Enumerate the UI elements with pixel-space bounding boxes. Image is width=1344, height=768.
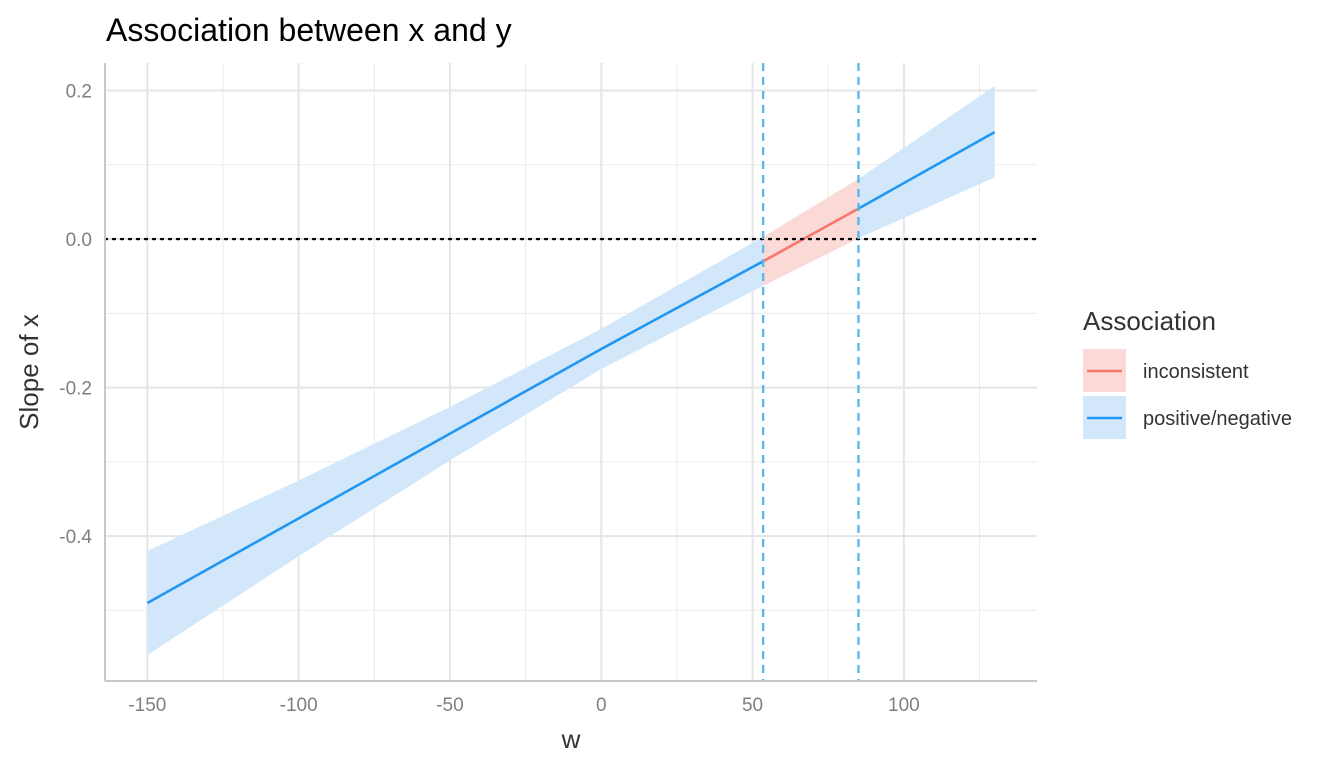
slope-line [857, 130, 996, 210]
reference-lines [103, 63, 1039, 681]
legend-label: positive/negative [1143, 408, 1292, 430]
slope-line [146, 260, 764, 605]
confidence-band [858, 86, 995, 239]
confidence-band [147, 236, 764, 656]
y-tick-label: 0.0 [66, 230, 92, 251]
confidence-band [763, 178, 859, 286]
slope-line [762, 207, 860, 263]
x-tick-label: 100 [888, 695, 920, 716]
legend-title: Association [1083, 306, 1216, 336]
confidence-bands [147, 86, 995, 656]
x-axis-title: w [561, 724, 581, 754]
y-tick-label: -0.4 [59, 527, 92, 548]
y-tick-label: -0.2 [59, 379, 92, 400]
x-tick-label: -150 [128, 695, 166, 716]
legend: Association inconsistent positive/negativ… [1083, 306, 1292, 439]
x-tick-label: 0 [596, 695, 607, 716]
y-axis-title: Slope of x [14, 314, 44, 430]
x-tick-label: -50 [436, 695, 463, 716]
tick-labels: -150 -100 -50 0 50 100 0.2 0.0 -0.2 -0.4 [59, 81, 919, 716]
slope-lines [146, 130, 996, 605]
x-tick-label: 50 [742, 695, 763, 716]
axes [104, 63, 1037, 682]
y-tick-label: 0.2 [66, 81, 92, 102]
x-tick-label: -100 [280, 695, 318, 716]
legend-label: inconsistent [1143, 361, 1249, 383]
chart-title: Association between x and y [106, 12, 512, 48]
